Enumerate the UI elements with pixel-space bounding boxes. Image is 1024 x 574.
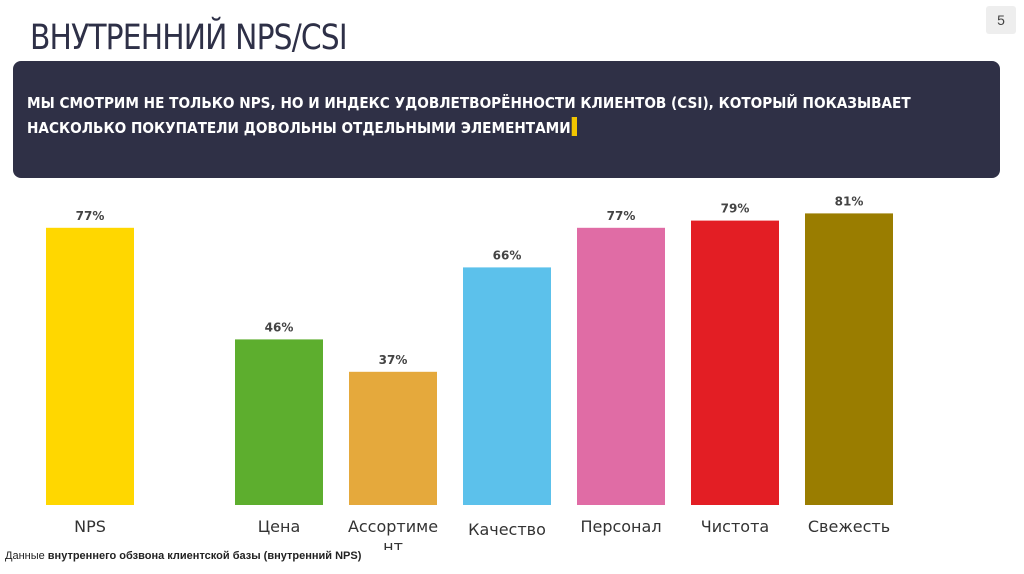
category-label: Качество xyxy=(468,520,546,539)
bar-2 xyxy=(235,339,323,505)
bar-6 xyxy=(691,220,779,505)
data-label: 37% xyxy=(379,353,408,367)
category-label-line: Персонал xyxy=(580,517,661,536)
category-label: Цена xyxy=(258,517,301,536)
banner-line-1: МЫ СМОТРИМ НЕ ТОЛЬКО NPS, НО И ИНДЕКС УД… xyxy=(27,94,911,112)
category-label-line: Ассортиме xyxy=(348,517,438,536)
category-label-line: NPS xyxy=(74,517,106,536)
category-label: Чистота xyxy=(701,517,769,536)
category-label: Ассортиме нт xyxy=(348,517,438,550)
category-label: Персонал xyxy=(580,517,661,536)
source-note: Данные внутреннего обзвона клиентской ба… xyxy=(5,550,361,562)
bar-4 xyxy=(463,267,551,505)
category-label-line: Чистота xyxy=(701,517,769,536)
page-title: ВНУТРЕННИЙ NPS/CSI xyxy=(30,18,348,58)
data-label: 46% xyxy=(265,320,294,334)
info-banner: МЫ СМОТРИМ НЕ ТОЛЬКО NPS, НО И ИНДЕКС УД… xyxy=(13,61,1000,178)
source-prefix: Данные xyxy=(5,550,48,562)
bar-5 xyxy=(577,227,665,506)
category-label-line: нт xyxy=(383,537,403,550)
data-label: 79% xyxy=(721,202,750,216)
category-label: Свежесть xyxy=(808,517,890,536)
data-label: 66% xyxy=(493,248,522,262)
data-label: 77% xyxy=(607,209,636,223)
bar-chart: 77% NPS 46% Цена 37% Ассортиме нт 66% Качество 77… xyxy=(46,194,893,550)
source-bold: внутреннего обзвона клиентской базы (вну… xyxy=(47,550,362,562)
data-label: 77% xyxy=(76,209,105,223)
category-label-line: Качество xyxy=(468,520,546,539)
bar-7 xyxy=(805,213,893,505)
banner-text: МЫ СМОТРИМ НЕ ТОЛЬКО NPS, НО И ИНДЕКС УД… xyxy=(27,91,911,141)
data-label: 81% xyxy=(835,194,864,208)
category-label-line: Свежесть xyxy=(808,517,890,536)
banner-line-2: НАСКОЛЬКО ПОКУПАТЕЛИ ДОВОЛЬНЫ ОТДЕЛЬНЫМИ… xyxy=(27,116,881,141)
banner-line-2-text: НАСКОЛЬКО ПОКУПАТЕЛИ ДОВОЛЬНЫ ОТДЕЛЬНЫМИ… xyxy=(27,119,571,137)
text-cursor xyxy=(571,117,577,136)
bar-1 xyxy=(46,227,134,506)
category-label-line: Цена xyxy=(258,517,301,536)
bar-3 xyxy=(349,371,437,505)
category-label: NPS xyxy=(74,517,106,536)
page-number: 5 xyxy=(986,6,1016,34)
